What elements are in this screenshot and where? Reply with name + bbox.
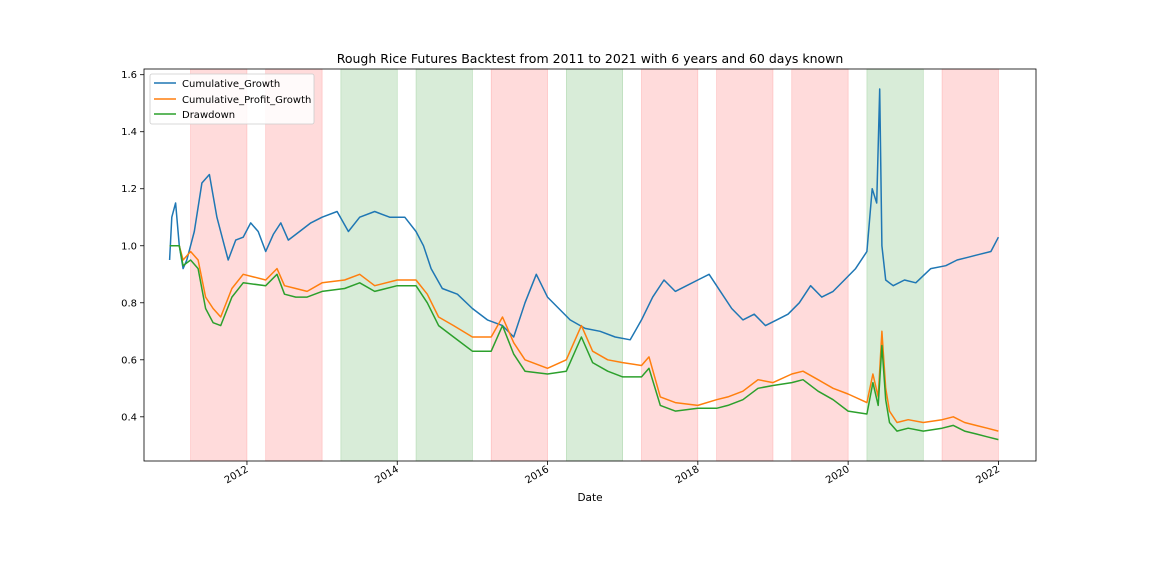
series-line-drawdown [169, 245, 999, 441]
chart-title: Rough Rice Futures Backtest from 2011 to… [337, 51, 844, 66]
shaded-region-4 [490, 68, 548, 462]
y-tick-label: 0.6 [121, 355, 137, 366]
legend-label-drawdown: Drawdown [182, 110, 235, 121]
shaded-region-3 [415, 68, 473, 462]
shaded-region-8 [791, 68, 849, 462]
y-axis: 0.4 0.6 0.8 1.0 1.2 1.4 1.6 [121, 70, 144, 423]
shaded-region-5 [566, 68, 623, 462]
y-tick-label: 0.8 [121, 298, 137, 309]
shaded-region-10 [941, 68, 999, 462]
legend-label-cumulative-growth: Cumulative_Growth [182, 79, 280, 90]
shaded-region-6 [641, 68, 699, 462]
y-tick-label: 1.4 [121, 127, 137, 138]
series-line-cumulative-growth [168, 88, 1000, 341]
shaded-region-9 [866, 68, 924, 462]
shaded-region-2 [340, 68, 398, 462]
legend: Cumulative_Growth Cumulative_Profit_Grow… [149, 73, 315, 125]
y-tick-label: 1.6 [121, 70, 137, 81]
y-tick-label: 0.4 [121, 412, 137, 423]
shaded-region-0 [190, 68, 248, 462]
y-tick-label: 1.0 [121, 241, 137, 252]
series-lines [168, 88, 1000, 441]
shaded-region-7 [716, 68, 774, 462]
shaded-region-1 [265, 68, 323, 462]
legend-label-cumulative-profit-growth: Cumulative_Profit_Growth [182, 95, 311, 106]
axes-frame [143, 68, 1037, 462]
y-tick-label: 1.2 [121, 184, 137, 195]
series-line-cumulative-profit-growth [169, 245, 999, 432]
shaded-regions [190, 68, 999, 462]
x-axis-label: Date [577, 492, 602, 504]
legend-box [149, 73, 315, 125]
